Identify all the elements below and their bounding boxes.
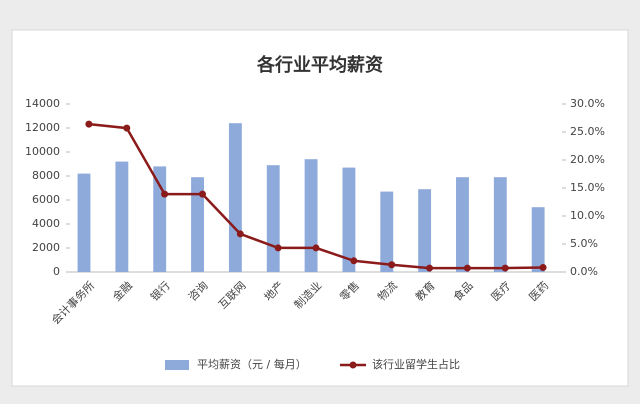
y2-tick-label: 0.0%	[570, 265, 598, 278]
legend-label: 平均薪资（元 / 每月）	[197, 357, 307, 371]
y-tick-label: 6000	[32, 193, 60, 206]
y2-tick-label: 25.0%	[570, 125, 605, 138]
bar	[342, 167, 356, 272]
bar	[418, 189, 432, 272]
line-marker	[198, 190, 206, 198]
bar	[77, 173, 91, 272]
line-marker	[312, 244, 320, 252]
line-marker	[501, 264, 509, 272]
line-marker	[350, 257, 358, 265]
y-tick-label: 12000	[25, 121, 60, 134]
y2-tick-label: 20.0%	[570, 153, 605, 166]
line-marker	[161, 190, 169, 198]
legend-label: 该行业留学生占比	[372, 357, 460, 371]
bar	[115, 161, 129, 272]
bar	[531, 207, 545, 272]
legend-swatch	[165, 360, 189, 370]
y2-tick-label: 30.0%	[570, 97, 605, 110]
y-tick-label: 0	[53, 265, 60, 278]
y-tick-label: 2000	[32, 241, 60, 254]
y2-tick-label: 10.0%	[570, 209, 605, 222]
line-marker	[426, 264, 434, 272]
bar	[493, 177, 507, 272]
bar	[191, 177, 204, 272]
line-marker	[539, 264, 547, 272]
bar	[380, 191, 394, 272]
line-marker	[274, 244, 282, 252]
line-marker	[463, 264, 471, 272]
bar	[228, 123, 242, 272]
y-tick-label: 4000	[32, 217, 60, 230]
y2-tick-label: 15.0%	[570, 181, 605, 194]
line-marker	[388, 261, 396, 269]
y-tick-label: 14000	[25, 97, 60, 110]
legend-swatch	[349, 361, 357, 369]
bar	[456, 177, 469, 272]
y-tick-label: 10000	[25, 145, 60, 158]
bar	[153, 166, 167, 272]
y-tick-label: 8000	[32, 169, 60, 182]
bar	[304, 159, 318, 272]
line-marker	[85, 120, 93, 128]
y2-tick-label: 5.0%	[570, 237, 598, 250]
line-marker	[123, 124, 131, 132]
chart-area	[11, 29, 629, 387]
chart-title: 各行业平均薪资	[256, 54, 383, 76]
line-marker	[236, 230, 244, 238]
bar	[266, 165, 280, 272]
